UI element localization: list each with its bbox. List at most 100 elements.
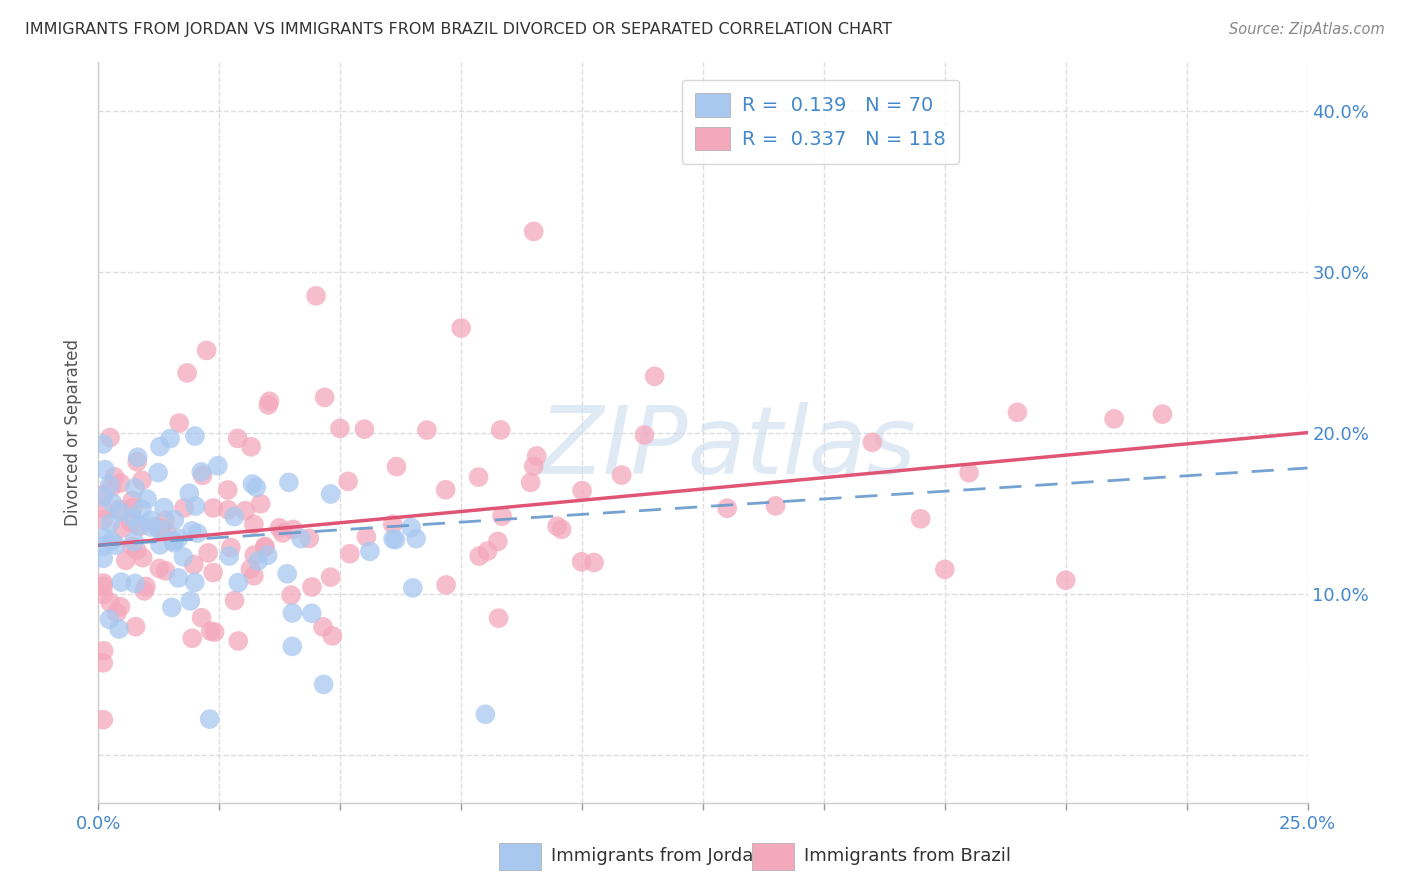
- Point: [319, 570, 342, 584]
- Point: [91, 587, 114, 601]
- Point: [243, 569, 266, 583]
- Point: [402, 581, 425, 595]
- Point: [91, 551, 114, 566]
- Point: [467, 470, 489, 484]
- Point: [197, 546, 219, 560]
- Point: [124, 576, 146, 591]
- Point: [91, 437, 114, 451]
- Point: [128, 518, 150, 533]
- Point: [571, 555, 593, 569]
- Point: [329, 421, 352, 435]
- Point: [491, 509, 513, 524]
- Point: [101, 496, 124, 510]
- Point: [114, 553, 136, 567]
- Point: [148, 561, 170, 575]
- Point: [124, 620, 146, 634]
- Point: [98, 516, 121, 531]
- Y-axis label: Divorced or Separated: Divorced or Separated: [65, 339, 83, 526]
- Point: [100, 480, 122, 494]
- Text: Immigrants from Brazil: Immigrants from Brazil: [804, 847, 1011, 865]
- Point: [290, 532, 312, 546]
- Point: [305, 289, 328, 303]
- Point: [190, 611, 212, 625]
- Point: [1054, 573, 1077, 587]
- Point: [339, 547, 361, 561]
- Point: [98, 431, 121, 445]
- Point: [384, 533, 406, 547]
- Point: [321, 629, 343, 643]
- Point: [179, 594, 201, 608]
- Point: [200, 624, 222, 639]
- Point: [167, 416, 190, 430]
- Point: [122, 500, 145, 515]
- Point: [91, 713, 114, 727]
- Point: [94, 462, 117, 476]
- Point: [136, 491, 159, 506]
- Point: [228, 575, 250, 590]
- Point: [139, 513, 162, 527]
- Point: [256, 548, 278, 562]
- Point: [312, 620, 335, 634]
- Point: [416, 423, 439, 437]
- Point: [253, 541, 276, 555]
- Point: [149, 523, 172, 537]
- Point: [91, 513, 114, 527]
- Point: [298, 532, 321, 546]
- Point: [523, 224, 546, 238]
- Point: [191, 468, 214, 483]
- Point: [217, 483, 239, 497]
- Point: [198, 712, 221, 726]
- Point: [571, 483, 593, 498]
- Point: [155, 524, 177, 539]
- Point: [226, 431, 249, 445]
- Point: [91, 539, 114, 553]
- Point: [233, 503, 256, 517]
- Point: [319, 487, 342, 501]
- Point: [204, 625, 226, 640]
- Point: [108, 622, 131, 636]
- Point: [159, 432, 181, 446]
- Point: [150, 521, 173, 535]
- Point: [957, 466, 980, 480]
- Point: [519, 475, 541, 490]
- Point: [253, 540, 276, 554]
- Point: [239, 562, 262, 576]
- Point: [91, 488, 114, 502]
- Point: [314, 390, 336, 404]
- Point: [207, 458, 229, 473]
- Point: [1152, 407, 1174, 421]
- Point: [910, 512, 932, 526]
- Point: [243, 548, 266, 562]
- Point: [583, 556, 606, 570]
- Point: [108, 502, 131, 516]
- Point: [100, 534, 122, 549]
- Point: [434, 483, 457, 497]
- Point: [218, 549, 240, 563]
- Point: [281, 522, 304, 536]
- Point: [179, 486, 201, 500]
- Point: [134, 583, 156, 598]
- Point: [91, 490, 114, 504]
- Point: [269, 521, 291, 535]
- Point: [121, 540, 143, 554]
- Point: [385, 459, 408, 474]
- Point: [434, 578, 457, 592]
- Point: [477, 544, 499, 558]
- Point: [716, 501, 738, 516]
- Point: [173, 500, 195, 515]
- Point: [183, 558, 205, 572]
- Point: [257, 398, 280, 412]
- Point: [474, 707, 496, 722]
- Point: [202, 500, 225, 515]
- Point: [610, 468, 633, 483]
- Text: Immigrants from Jordan: Immigrants from Jordan: [551, 847, 765, 865]
- Point: [468, 549, 491, 563]
- Point: [167, 571, 190, 585]
- Point: [184, 499, 207, 513]
- Point: [195, 343, 218, 358]
- Point: [359, 544, 381, 558]
- Point: [163, 535, 186, 549]
- Point: [450, 321, 472, 335]
- Point: [131, 502, 153, 516]
- Point: [103, 470, 125, 484]
